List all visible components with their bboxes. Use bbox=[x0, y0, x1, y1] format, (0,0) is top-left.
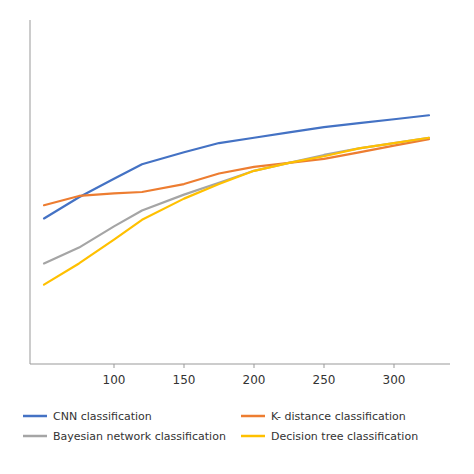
x-tick-label: 300 bbox=[383, 373, 406, 387]
x-tick bbox=[114, 364, 115, 368]
x-tick bbox=[254, 364, 255, 368]
series-line bbox=[44, 138, 429, 285]
x-tick-label: 250 bbox=[313, 373, 336, 387]
x-tick-label: 150 bbox=[173, 373, 196, 387]
legend-swatch bbox=[23, 415, 47, 418]
series-line bbox=[44, 139, 429, 205]
legend: CNN classification K- distance classifica… bbox=[23, 410, 418, 443]
x-tick bbox=[324, 364, 325, 368]
plot-area bbox=[44, 115, 429, 284]
legend-label: Decision tree classification bbox=[271, 430, 418, 443]
legend-swatch bbox=[241, 435, 265, 438]
legend-swatch bbox=[23, 435, 47, 438]
x-tick-label: 100 bbox=[103, 373, 126, 387]
series-line bbox=[44, 138, 429, 264]
x-tick-label: 200 bbox=[243, 373, 266, 387]
legend-label: CNN classification bbox=[53, 410, 152, 423]
series-line bbox=[44, 115, 429, 218]
chart-svg: 100 150 200 250 300 CNN classification K- dist… bbox=[0, 0, 474, 474]
legend-label: Bayesian network classification bbox=[53, 430, 226, 443]
x-tick bbox=[184, 364, 185, 368]
x-tick bbox=[394, 364, 395, 368]
legend-swatch bbox=[241, 415, 265, 418]
y-axis-line bbox=[30, 20, 31, 364]
legend-label: K- distance classification bbox=[271, 410, 406, 423]
chart-container: 100 150 200 250 300 CNN classification K- dist… bbox=[0, 0, 474, 474]
x-axis-line bbox=[30, 364, 450, 365]
